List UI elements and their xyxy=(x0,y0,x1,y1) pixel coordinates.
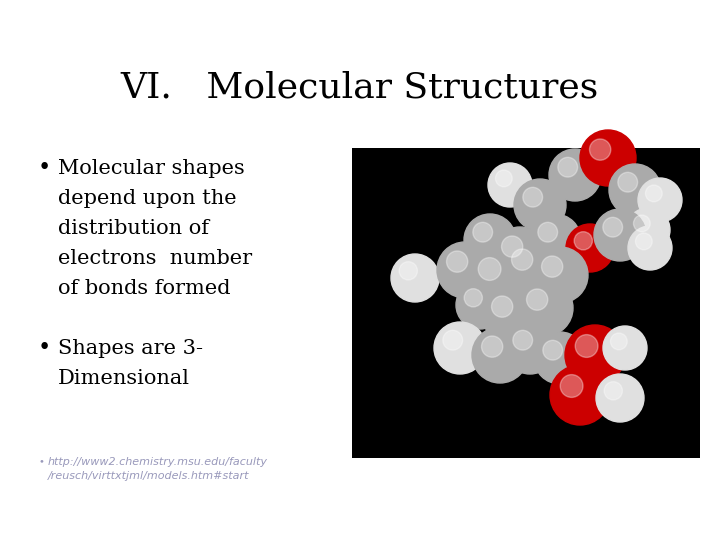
Circle shape xyxy=(504,322,556,374)
Circle shape xyxy=(566,224,614,272)
Circle shape xyxy=(636,233,652,250)
Circle shape xyxy=(472,327,528,383)
Circle shape xyxy=(638,178,682,222)
Text: Dimensional: Dimensional xyxy=(58,368,190,388)
Text: http://www2.chemistry.msu.edu/faculty: http://www2.chemistry.msu.edu/faculty xyxy=(48,457,268,467)
Text: electrons  number: electrons number xyxy=(58,248,252,267)
Circle shape xyxy=(541,256,563,277)
Circle shape xyxy=(534,332,586,384)
Text: distribution of: distribution of xyxy=(58,219,209,238)
Circle shape xyxy=(523,187,543,207)
Text: •: • xyxy=(38,457,44,467)
Circle shape xyxy=(482,336,503,357)
Circle shape xyxy=(468,248,528,308)
Circle shape xyxy=(574,232,593,250)
Text: Shapes are 3-: Shapes are 3- xyxy=(58,339,203,357)
Circle shape xyxy=(580,130,636,186)
Circle shape xyxy=(626,208,670,252)
Text: •: • xyxy=(38,157,51,179)
Circle shape xyxy=(495,170,512,187)
Circle shape xyxy=(532,247,588,303)
Circle shape xyxy=(511,249,533,270)
Circle shape xyxy=(514,179,566,231)
Circle shape xyxy=(473,222,492,242)
Circle shape xyxy=(492,227,548,283)
Circle shape xyxy=(543,340,562,360)
Circle shape xyxy=(628,226,672,270)
Text: depend upon the: depend upon the xyxy=(58,188,237,207)
Circle shape xyxy=(464,289,482,307)
Circle shape xyxy=(443,330,463,350)
Circle shape xyxy=(456,281,504,329)
Text: VI.   Molecular Structures: VI. Molecular Structures xyxy=(121,71,599,105)
Circle shape xyxy=(565,325,625,385)
Circle shape xyxy=(502,240,558,296)
Circle shape xyxy=(634,215,650,232)
Circle shape xyxy=(492,296,513,317)
Circle shape xyxy=(464,214,516,266)
Circle shape xyxy=(596,374,644,422)
Circle shape xyxy=(560,375,583,397)
Circle shape xyxy=(594,209,646,261)
Circle shape xyxy=(399,262,418,280)
Circle shape xyxy=(590,139,611,160)
Circle shape xyxy=(603,217,623,237)
Circle shape xyxy=(609,164,661,216)
Bar xyxy=(352,148,700,458)
Circle shape xyxy=(575,335,598,357)
Circle shape xyxy=(446,251,468,272)
Circle shape xyxy=(391,254,439,302)
Circle shape xyxy=(482,287,538,343)
Circle shape xyxy=(502,236,523,257)
Text: Molecular shapes: Molecular shapes xyxy=(58,159,245,178)
Circle shape xyxy=(558,157,577,177)
Circle shape xyxy=(604,382,622,400)
Circle shape xyxy=(603,326,647,370)
Text: /reusch/virttxtjml/models.htm#start: /reusch/virttxtjml/models.htm#start xyxy=(48,471,250,481)
Circle shape xyxy=(526,289,548,310)
Circle shape xyxy=(478,258,501,280)
Circle shape xyxy=(437,242,493,298)
Circle shape xyxy=(488,163,532,207)
Circle shape xyxy=(618,172,638,192)
Circle shape xyxy=(550,365,610,425)
Text: of bonds formed: of bonds formed xyxy=(58,279,230,298)
Circle shape xyxy=(517,280,573,336)
Circle shape xyxy=(513,330,533,350)
Circle shape xyxy=(611,333,627,350)
Circle shape xyxy=(646,185,662,202)
Text: •: • xyxy=(38,337,51,359)
Circle shape xyxy=(434,322,486,374)
Circle shape xyxy=(549,149,601,201)
Circle shape xyxy=(538,222,557,242)
Circle shape xyxy=(529,214,581,266)
